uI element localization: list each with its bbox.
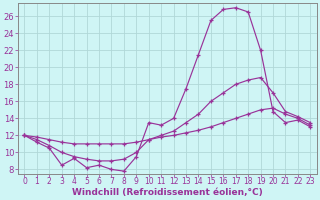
X-axis label: Windchill (Refroidissement éolien,°C): Windchill (Refroidissement éolien,°C)	[72, 188, 263, 197]
